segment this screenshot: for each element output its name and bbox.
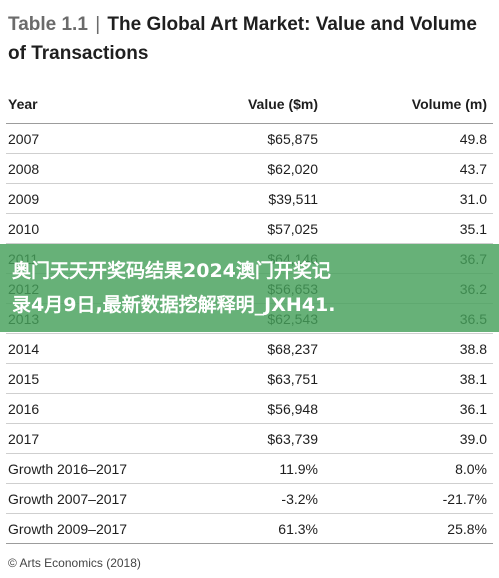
table-row: Growth 2007–2017 -3.2% -21.7% bbox=[6, 484, 493, 514]
banner-headline[interactable]: 奥门天天开奖码结果2024澳门开奖记 录4月9日,最新数据挖解释明_JXH41. bbox=[12, 254, 498, 322]
cell-year: 2015 bbox=[8, 370, 40, 387]
cell-value: -3.2% bbox=[281, 490, 318, 507]
table-row: 2017 $63,739 39.0 bbox=[6, 424, 493, 454]
cell-volume: 38.1 bbox=[459, 370, 487, 387]
cell-value: $63,739 bbox=[267, 430, 318, 447]
cell-year: 2017 bbox=[8, 430, 40, 447]
cell-year: 2016 bbox=[8, 400, 40, 417]
cell-value: $57,025 bbox=[267, 220, 318, 237]
cell-volume: 39.0 bbox=[459, 430, 487, 447]
table-row: 2008 $62,020 43.7 bbox=[6, 154, 493, 184]
table-title: Table 1.1 | The Global Art Market: Value… bbox=[8, 10, 488, 68]
banner-line-1: 奥门天天开奖码结果2024澳门开奖记 bbox=[12, 260, 331, 282]
cell-year: 2007 bbox=[8, 130, 40, 147]
table-row: 2014 $68,237 38.8 bbox=[6, 334, 493, 364]
cell-value: $62,020 bbox=[267, 160, 318, 177]
cell-volume: 25.8% bbox=[447, 520, 487, 537]
table-header-row: Year Value ($m) Volume (m) bbox=[6, 85, 493, 124]
cell-volume: 36.1 bbox=[459, 400, 487, 417]
cell-year: 2010 bbox=[8, 220, 40, 237]
cell-value: $39,511 bbox=[268, 190, 318, 207]
table-row: 2010 $57,025 35.1 bbox=[6, 214, 493, 244]
column-header-volume: Volume (m) bbox=[411, 96, 487, 112]
cell-year: Growth 2007–2017 bbox=[8, 490, 128, 507]
cell-value: $65,875 bbox=[267, 130, 318, 147]
table-tag: Table 1.1 bbox=[8, 14, 88, 35]
cell-volume: 8.0% bbox=[455, 460, 487, 477]
cell-value: $68,237 bbox=[267, 340, 318, 357]
banner-line-2: 录4月9日,最新数据挖解释明_JXH41. bbox=[12, 294, 336, 316]
table-row: 2007 $65,875 49.8 bbox=[6, 124, 493, 154]
title-text: The Global Art Market: Value and Volume … bbox=[8, 14, 477, 64]
cell-year: 2014 bbox=[8, 340, 40, 357]
table-row: Growth 2009–2017 61.3% 25.8% bbox=[6, 514, 493, 544]
column-header-value: Value ($m) bbox=[247, 96, 318, 112]
cell-year: Growth 2016–2017 bbox=[8, 460, 128, 477]
table-row: 2015 $63,751 38.1 bbox=[6, 364, 493, 394]
cell-volume: 43.7 bbox=[459, 160, 487, 177]
cell-volume: 31.0 bbox=[459, 190, 487, 207]
cell-year: 2008 bbox=[8, 160, 40, 177]
cell-value: $56,948 bbox=[267, 400, 318, 417]
cell-volume: 38.8 bbox=[459, 340, 487, 357]
table-row: 2009 $39,511 31.0 bbox=[6, 184, 493, 214]
column-header-year: Year bbox=[8, 96, 38, 112]
cell-volume: 35.1 bbox=[459, 220, 487, 237]
cell-volume: 49.8 bbox=[459, 130, 487, 147]
overlay-banner[interactable]: 奥门天天开奖码结果2024澳门开奖记 录4月9日,最新数据挖解释明_JXH41. bbox=[0, 244, 499, 332]
table-row: 2016 $56,948 36.1 bbox=[6, 394, 493, 424]
cell-value: 61.3% bbox=[278, 520, 318, 537]
cell-year: 2009 bbox=[8, 190, 40, 207]
cell-year: Growth 2009–2017 bbox=[8, 520, 128, 537]
source-credit: © Arts Economics (2018) bbox=[8, 556, 141, 570]
cell-value: 11.9% bbox=[279, 460, 318, 477]
cell-volume: -21.7% bbox=[442, 490, 487, 507]
table-row: Growth 2016–2017 11.9% 8.0% bbox=[6, 454, 493, 484]
title-separator: | bbox=[95, 14, 101, 35]
table-body: 2007 $65,875 49.8 2008 $62,020 43.7 2009 $39,51… bbox=[6, 124, 493, 544]
cell-value: $63,751 bbox=[267, 370, 318, 387]
